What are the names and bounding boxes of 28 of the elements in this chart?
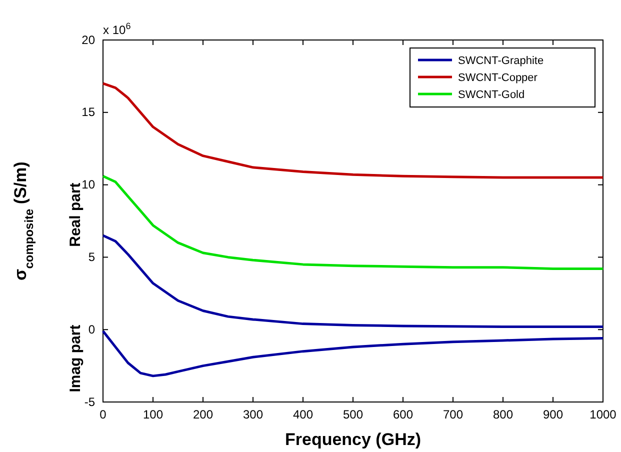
y-tick-label: 5 — [88, 250, 96, 264]
y-tick-label: 15 — [82, 105, 96, 120]
y-tick-label: 20 — [82, 32, 96, 47]
x-tick-label: 700 — [442, 408, 464, 422]
x-tick-label: 1000 — [590, 408, 617, 422]
text: x 10$^{6}$ — [103, 21, 131, 37]
x-axis-title: Frequency (GHz) — [284, 430, 422, 449]
x-tick-label: 100 — [142, 408, 164, 422]
x-tick-label: 0 — [100, 408, 107, 422]
y-tick-label: 0 — [88, 322, 96, 336]
x-tick-label: 600 — [392, 408, 414, 422]
text: Real part — [67, 182, 84, 247]
line-series — [102, 234, 604, 328]
y-tick-label: 10 — [82, 178, 96, 192]
text: Imag part — [67, 324, 84, 392]
x-tick-label: 500 — [342, 408, 364, 422]
x-tick-label: 800 — [492, 408, 514, 422]
legend-label: SWCNT-Gold — [458, 89, 525, 101]
y-tick-label: -5 — [84, 394, 96, 409]
line-series — [102, 174, 604, 270]
x-tick-label: 200 — [192, 408, 214, 422]
x-tick-label: 300 — [242, 408, 264, 422]
x-tick-label: 900 — [542, 408, 564, 422]
line-series — [102, 82, 604, 179]
legend-label: SWCNT-Copper — [458, 72, 538, 84]
x-tick-label: 400 — [292, 408, 314, 422]
legend-label: SWCNT-Graphite — [458, 55, 544, 67]
line-series — [102, 330, 604, 378]
